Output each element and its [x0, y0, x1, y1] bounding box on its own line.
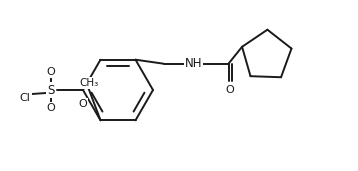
Text: S: S	[47, 83, 55, 96]
Text: NH: NH	[185, 57, 202, 70]
Text: O: O	[78, 99, 87, 109]
Text: O: O	[47, 103, 55, 113]
Text: Cl: Cl	[20, 93, 30, 103]
Text: CH₃: CH₃	[79, 78, 98, 88]
Text: O: O	[225, 85, 234, 95]
Text: O: O	[47, 67, 55, 77]
